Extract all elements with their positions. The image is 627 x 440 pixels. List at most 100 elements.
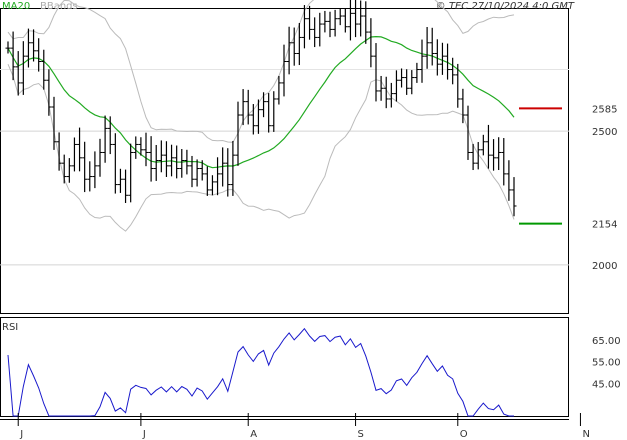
ohlc-bar: [393, 70, 399, 102]
ohlc-bar: [31, 29, 37, 62]
ohlc-bar: [424, 26, 430, 69]
x-tick-label: N: [582, 429, 589, 440]
bollinger-bands: [7, 0, 515, 232]
ohlc-bar: [296, 22, 302, 66]
ohlc-bar: [10, 31, 16, 81]
ohlc-bar: [194, 159, 200, 187]
ohlc-bar: [163, 141, 169, 177]
ohlc-bar: [51, 96, 57, 150]
ohlc-bar: [158, 140, 164, 173]
x-tick-label: S: [358, 429, 364, 440]
ohlc-bar: [276, 75, 282, 105]
ohlc-bar: [501, 138, 507, 186]
ohlc-bar: [128, 143, 134, 203]
ohlc-bar: [199, 160, 205, 181]
ohlc-bar: [404, 69, 410, 95]
ohlc-bar: [485, 124, 491, 169]
ohlc-bar: [439, 42, 445, 75]
ohlc-bar: [143, 132, 149, 167]
ohlc-bar: [327, 11, 333, 38]
ohlc-bar: [92, 151, 98, 189]
ohlc-bar: [286, 26, 292, 75]
ohlc-bar: [307, 5, 313, 40]
ohlc-bar: [450, 57, 456, 85]
ohlc-bars: [5, 0, 517, 217]
rsi-tick-label: 65.00: [592, 336, 621, 347]
ohlc-bar: [41, 49, 47, 90]
x-tick-label: J: [19, 429, 23, 440]
ohlc-bar: [225, 148, 231, 197]
ohlc-bar: [470, 143, 476, 171]
price-grid: [0, 69, 569, 266]
ohlc-bar: [220, 147, 226, 187]
ohlc-bar: [312, 17, 318, 48]
ohlc-bar: [399, 68, 405, 88]
ohlc-bar: [475, 142, 481, 170]
ohlc-bar: [506, 160, 512, 201]
ohlc-bar: [261, 92, 267, 118]
bband-lower-line: [7, 64, 515, 232]
ohlc-bar: [460, 88, 466, 124]
ohlc-bar: [169, 144, 175, 177]
ohlc-bar: [174, 145, 180, 179]
ohlc-bar: [337, 8, 343, 26]
ohlc-bar: [189, 155, 195, 188]
rsi-line: [7, 327, 514, 417]
price-tick-label: 2000: [592, 261, 617, 272]
ohlc-bar: [281, 44, 287, 97]
ohlc-bar: [353, 0, 359, 38]
ohlc-bar: [117, 168, 123, 193]
price-axis-ticks: 2500 2000: [592, 127, 617, 272]
ohlc-bar: [46, 69, 52, 116]
ohlc-bar: [342, 8, 348, 33]
price-tick-label: 2500: [592, 127, 617, 138]
ohlc-bar: [184, 149, 190, 175]
level-label: 2585: [592, 104, 617, 115]
ohlc-bar: [240, 89, 246, 126]
rsi-panel-title: RSI: [2, 322, 18, 333]
ohlc-bar: [434, 39, 440, 76]
ohlc-bar: [20, 41, 26, 95]
ohlc-bar: [230, 140, 236, 196]
ohlc-bar: [414, 62, 420, 83]
ohlc-bar: [209, 175, 215, 196]
level-label: 2154: [592, 220, 617, 231]
ohlc-bar: [123, 169, 129, 203]
ohlc-bar: [419, 39, 425, 83]
ohlc-bar: [56, 132, 62, 171]
ohlc-bar: [235, 101, 241, 166]
ohlc-bar: [87, 161, 93, 192]
copyright-text: © TEC 27/10/2024 4:0 GMT: [436, 1, 575, 12]
ohlc-bar: [480, 134, 486, 156]
ohlc-bar: [138, 137, 144, 156]
ohlc-bar: [317, 12, 323, 47]
ohlc-bar: [358, 0, 364, 37]
ohlc-bar: [445, 43, 451, 80]
ohlc-bar: [271, 91, 277, 132]
ohlc-bar: [378, 75, 384, 101]
ohlc-bar: [245, 89, 251, 125]
ohlc-bar: [179, 148, 185, 178]
ohlc-bar: [61, 154, 67, 184]
ohlc-bar: [301, 5, 307, 49]
ohlc-bar: [429, 27, 435, 66]
ohlc-bar: [322, 10, 328, 33]
ohlc-bar: [204, 166, 210, 196]
ohlc-bar: [409, 70, 415, 95]
rsi-tick-label: 45.00: [592, 379, 621, 390]
ohlc-bar: [25, 28, 31, 68]
ohlc-bar: [133, 136, 139, 159]
ohlc-bar: [332, 9, 338, 37]
ohlc-bar: [266, 93, 272, 133]
rsi-axis-ticks: 65.00 55.00 45.00: [592, 336, 621, 391]
ohlc-bar: [491, 139, 497, 171]
bband-upper-line: [7, 0, 515, 143]
rsi-panel-frame: [0, 317, 569, 417]
ma-legend-label: MA20: [2, 1, 30, 12]
ohlc-bar: [112, 133, 118, 194]
ohlc-bar: [455, 63, 461, 108]
ohlc-bar: [82, 141, 88, 193]
ohlc-bar: [215, 157, 221, 196]
